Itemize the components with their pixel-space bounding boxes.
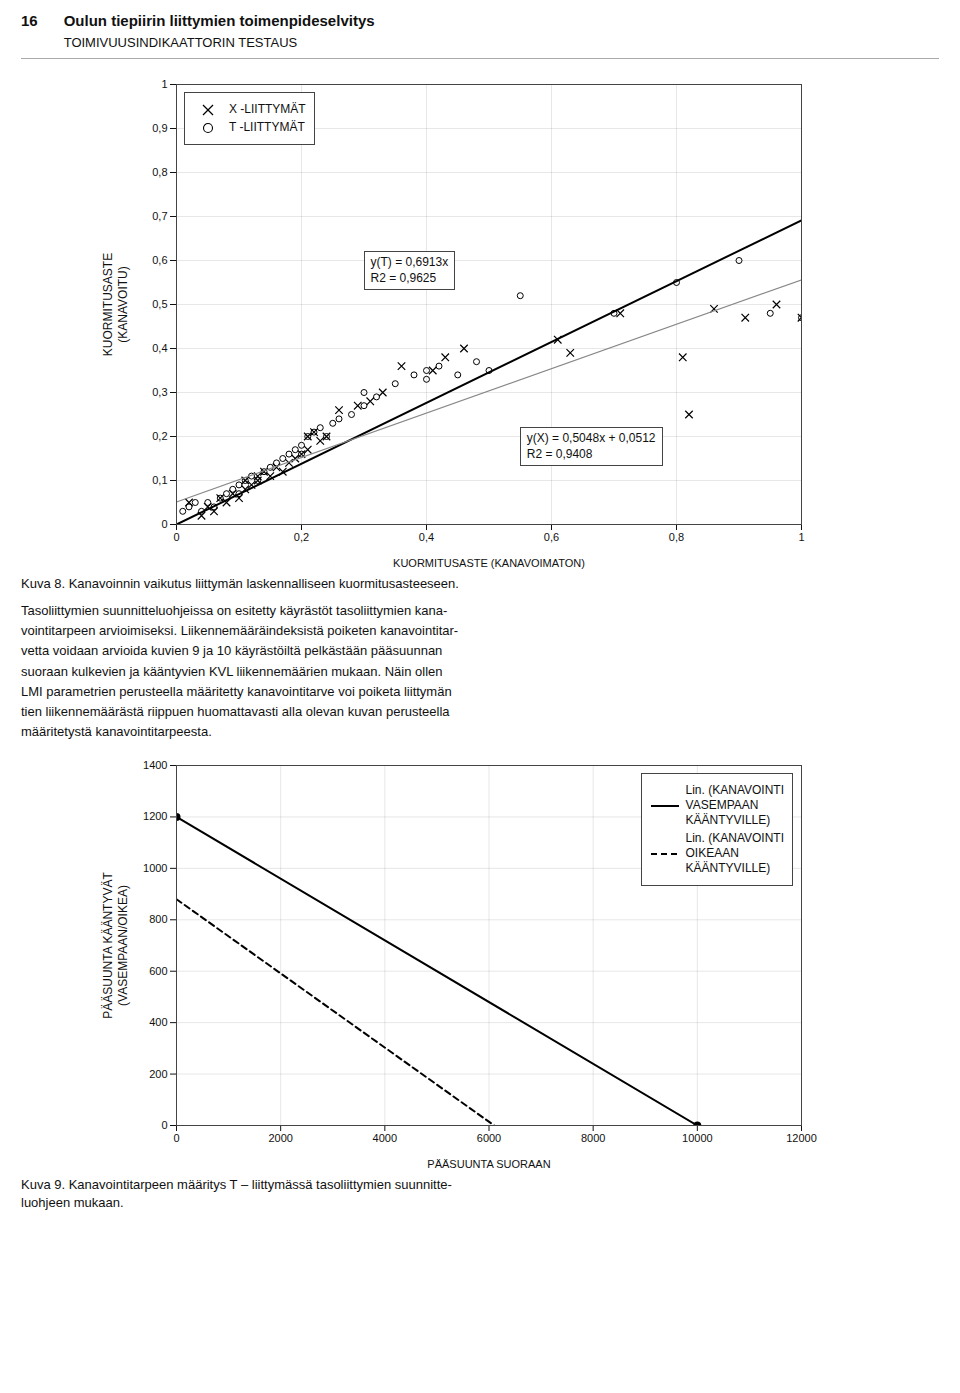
svg-text:0,6: 0,6 [152, 254, 167, 266]
svg-text:PÄÄSUUNTA SUORAAN: PÄÄSUUNTA SUORAAN [427, 1158, 550, 1170]
svg-text:1: 1 [798, 531, 804, 543]
svg-text:12000: 12000 [786, 1132, 817, 1144]
html-text:Kuva 8. Kanavoinnin vaikutus l: Kuva 8. Kanavoinnin vaikutus liittymän l… [21, 576, 459, 591]
html-text:TOIMIVUUSINDIKAATTORIN TESTAUS: TOIMIVUUSINDIKAATTORIN TESTAUS [63, 35, 298, 50]
svg-text:0,1: 0,1 [152, 474, 167, 486]
html-text:Lin. (KANAVOINTI VASEMPAAN KÄÄ: Lin. (KANAVOINTI VASEMPAAN KÄÄNTYVILLE) [685, 783, 784, 828]
svg-text:0,4: 0,4 [152, 342, 167, 354]
svg-text:6000: 6000 [477, 1132, 501, 1144]
svg-text:0: 0 [161, 1119, 167, 1131]
html-text:y(T) = 0,6913x R2 = 0,9625: y(T) = 0,6913x R2 = 0,9625 [370, 255, 449, 285]
svg-text:0,4: 0,4 [419, 531, 434, 543]
svg-text:800: 800 [149, 913, 167, 925]
svg-text:1000: 1000 [143, 862, 167, 874]
svg-text:0,8: 0,8 [152, 166, 167, 178]
svg-text:PÄÄSUUNTA KÄÄNTYVÄT(VASEMPAAN/: PÄÄSUUNTA KÄÄNTYVÄT(VASEMPAAN/OIKEA) [101, 872, 130, 1019]
svg-text:400: 400 [149, 1016, 167, 1028]
svg-text:0,2: 0,2 [152, 430, 167, 442]
html-text:T -LIITTYMÄT: T -LIITTYMÄT [229, 120, 305, 134]
html-text:Tasoliittymien suunnitteluohje: Tasoliittymien suunnitteluohjeissa on es… [21, 603, 459, 739]
svg-text:0: 0 [173, 1132, 179, 1144]
svg-text:KUORMITUSASTE(KANAVOITU): KUORMITUSASTE(KANAVOITU) [101, 253, 130, 356]
svg-text:0: 0 [161, 518, 167, 530]
svg-text:0,9: 0,9 [152, 122, 167, 134]
svg-text:0,3: 0,3 [152, 386, 167, 398]
svg-text:10000: 10000 [682, 1132, 713, 1144]
html-text:16: 16 [21, 12, 38, 29]
svg-text:0,5: 0,5 [152, 298, 167, 310]
html-text:Oulun tiepiirin liittymien toi: Oulun tiepiirin liittymien toimenpidesel… [63, 12, 375, 29]
svg-text:1400: 1400 [143, 759, 167, 771]
svg-text:0,7: 0,7 [152, 210, 167, 222]
html-text:Lin. (KANAVOINTI OIKEAAN KÄÄNT: Lin. (KANAVOINTI OIKEAAN KÄÄNTYVILLE) [685, 831, 784, 876]
svg-text:0,2: 0,2 [294, 531, 309, 543]
svg-text:2000: 2000 [268, 1132, 292, 1144]
svg-text:1: 1 [161, 78, 167, 90]
svg-text:8000: 8000 [581, 1132, 605, 1144]
html-text:Kuva 9. Kanavointitarpeen määr: Kuva 9. Kanavointitarpeen määritys T – l… [21, 1177, 452, 1211]
svg-text:4000: 4000 [373, 1132, 397, 1144]
svg-text:1200: 1200 [143, 811, 167, 823]
html-text:y(X) = 0,5048x + 0,0512 R2 = 0: y(X) = 0,5048x + 0,0512 R2 = 0,9408 [526, 431, 656, 461]
svg-text:KUORMITUSASTE (KANAVOIMATON): KUORMITUSASTE (KANAVOIMATON) [393, 557, 585, 569]
html-text:X -LIITTYMÄT: X -LIITTYMÄT [229, 102, 306, 116]
svg-text:0,6: 0,6 [544, 531, 559, 543]
svg-text:200: 200 [149, 1068, 167, 1080]
svg-text:0: 0 [173, 531, 179, 543]
svg-text:600: 600 [149, 965, 167, 977]
svg-text:0,8: 0,8 [669, 531, 684, 543]
